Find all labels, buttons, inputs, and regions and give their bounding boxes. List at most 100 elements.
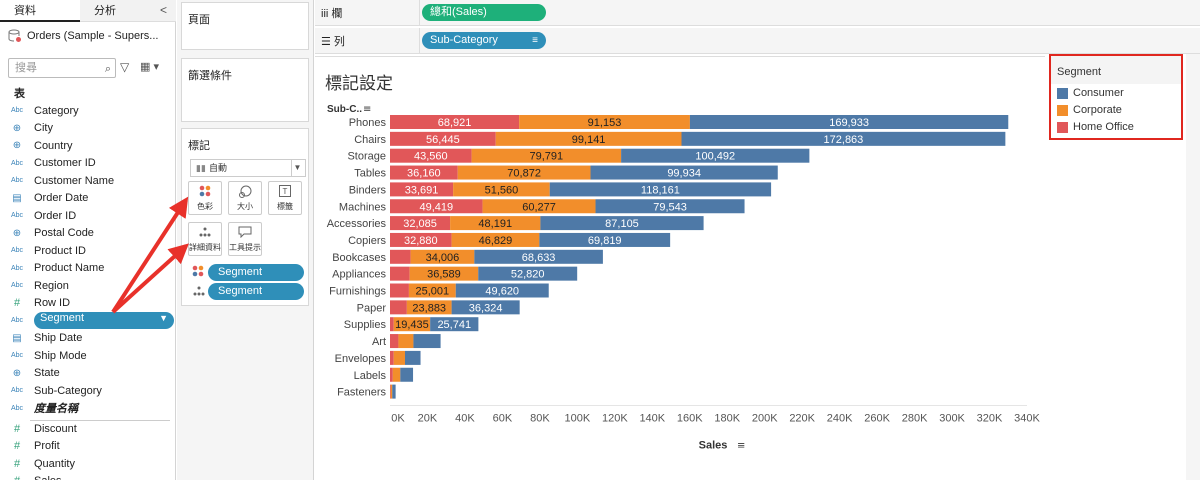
legend-item-consumer[interactable]: Consumer <box>1057 86 1124 100</box>
field-country[interactable]: ⊕ Country <box>0 137 176 154</box>
view-options-icon[interactable]: ▦ ▾ <box>140 61 159 73</box>
field-discount[interactable]: # Discount <box>0 420 176 437</box>
segment-legend[interactable]: Segment Consumer Corporate Home Office <box>1049 54 1183 140</box>
x-tick-label: 200K <box>752 412 778 424</box>
string-type-icon: Abc <box>10 404 24 412</box>
bar-segment <box>408 283 456 298</box>
field-sub-category[interactable]: Abc Sub-Category <box>0 382 176 399</box>
field-ship-date[interactable]: ▤ Ship Date <box>0 330 176 347</box>
string-type-icon: Abc <box>10 107 24 114</box>
bar-label: 87,105 <box>605 218 639 230</box>
worksheet-view: Sub-C.. ≡ Phones 68,921 91,153 169,933 Chairs 5… <box>315 56 1045 480</box>
detail-button[interactable]: 詳細資料 <box>188 222 222 256</box>
filters-card[interactable]: 篩選條件 <box>181 58 309 122</box>
bar-label: 118,161 <box>641 184 680 196</box>
x-tick-label: 20K <box>418 412 438 424</box>
field-product-id[interactable]: Abc Product ID <box>0 242 176 259</box>
tab-data[interactable]: 資料 <box>0 0 80 22</box>
shelf-divider <box>419 28 420 54</box>
field-order-id[interactable]: Abc Order ID <box>0 207 176 224</box>
tooltip-icon <box>229 226 261 240</box>
bar-label: 68,921 <box>438 117 472 129</box>
field-label: State <box>34 367 60 379</box>
category-label: Bookcases <box>332 252 386 264</box>
color-segment-pill[interactable]: Segment <box>208 264 304 281</box>
sum-sales-pill[interactable]: 總和(Sales) <box>422 4 546 21</box>
field-customer-name[interactable]: Abc Customer Name <box>0 172 176 189</box>
field-city[interactable]: ⊕ City <box>0 120 176 137</box>
field-category[interactable]: Abc Category <box>0 102 176 119</box>
size-button[interactable]: 大小 <box>228 181 262 215</box>
sort-icon: ≡ <box>363 104 371 115</box>
bar-segment <box>390 300 407 315</box>
field-label: Row ID <box>34 297 71 309</box>
string-type-icon: Abc <box>10 212 24 219</box>
field-label: City <box>34 122 53 134</box>
sub-category-pill[interactable]: Sub-Category ≡ <box>422 32 546 49</box>
field-customer-id[interactable]: Abc Customer ID <box>0 155 176 172</box>
filter-icon[interactable]: ▽ <box>120 60 130 74</box>
field-order-date[interactable]: ▤ Order Date <box>0 190 176 207</box>
row-header: Sub-C.. <box>327 104 362 115</box>
legend-item-label: Corporate <box>1073 104 1122 116</box>
field-profit[interactable]: # Profit <box>0 438 176 455</box>
field-segment[interactable]: Abc Segment ▼ <box>0 312 176 329</box>
legend-header <box>1051 56 1181 84</box>
bar-label: 99,141 <box>572 134 606 146</box>
legend-item-home-office[interactable]: Home Office <box>1057 120 1134 134</box>
legend-item-corporate[interactable]: Corporate <box>1057 103 1122 117</box>
x-tick-label: 160K <box>677 412 703 424</box>
datasource-item[interactable]: Orders (Sample - Supers... <box>8 26 172 46</box>
field-product-name[interactable]: Abc Product Name <box>0 260 176 277</box>
x-tick-label: 300K <box>939 412 965 424</box>
bar-label: 56,445 <box>426 134 460 146</box>
text-label-icon: T <box>269 185 301 199</box>
legend-title: Segment <box>1057 66 1102 78</box>
mark-type-dropdown[interactable]: ▮▮ 自動 ▼ <box>190 159 306 177</box>
rows-shelf[interactable]: ☰ 列 Sub-Category ≡ <box>315 28 1200 54</box>
number-type-icon: # <box>13 457 21 470</box>
string-type-icon: Abc <box>10 159 24 167</box>
label-button[interactable]: T 標籤 <box>268 181 302 215</box>
bar-label: 36,589 <box>427 269 461 281</box>
search-input[interactable]: 搜尋 ⌕ <box>8 58 116 78</box>
field-measure-names[interactable]: Abc 度量名稱 <box>0 400 176 417</box>
string-type-icon: Abc <box>10 352 24 359</box>
bar-segment <box>390 115 520 129</box>
mark-type-value: 自動 <box>209 163 228 173</box>
field-ship-mode[interactable]: Abc Ship Mode <box>0 347 176 364</box>
category-label: Art <box>372 336 386 348</box>
datasource-icon <box>8 29 21 42</box>
bar-segment <box>519 115 690 129</box>
bar-label: 32,880 <box>404 235 438 247</box>
rows-label-text: 列 <box>333 36 345 48</box>
collapse-pane-icon[interactable]: < <box>160 3 168 17</box>
field-sales[interactable]: #Sales <box>0 473 176 480</box>
x-tick-label: 120K <box>602 412 628 424</box>
tooltip-button[interactable]: 工具提示 <box>228 222 262 256</box>
color-button[interactable]: 色彩 <box>188 181 222 215</box>
bar-label: 36,324 <box>469 302 503 314</box>
bar-label: 99,934 <box>667 168 701 180</box>
field-row-id[interactable]: # Row ID <box>0 295 176 312</box>
tab-analysis[interactable]: 分析 <box>80 0 176 22</box>
field-quantity[interactable]: # Quantity <box>0 455 176 472</box>
chevron-down-icon[interactable]: ▼ <box>159 313 168 323</box>
field-region[interactable]: Abc Region <box>0 277 176 294</box>
columns-shelf[interactable]: iii 欄 總和(Sales) <box>315 0 1200 26</box>
x-axis-title: Sales <box>699 439 728 451</box>
bar-segment <box>404 350 421 365</box>
sort-icon: ≡ <box>532 35 538 46</box>
legend-swatch <box>1057 104 1068 116</box>
field-state[interactable]: ⊕ State <box>0 365 176 382</box>
number-type-icon: # <box>13 440 21 452</box>
columns-shelf-label: iii 欄 <box>321 5 342 21</box>
bar-segment <box>390 131 496 146</box>
pages-card[interactable]: 頁面 <box>181 2 309 50</box>
field-postal-code[interactable]: ⊕ Postal Code <box>0 225 176 242</box>
legend-item-label: Consumer <box>1073 87 1124 99</box>
detail-segment-pill[interactable]: Segment <box>208 283 304 300</box>
bar-label: 43,560 <box>414 151 448 163</box>
geo-type-icon: ⊕ <box>12 122 22 134</box>
